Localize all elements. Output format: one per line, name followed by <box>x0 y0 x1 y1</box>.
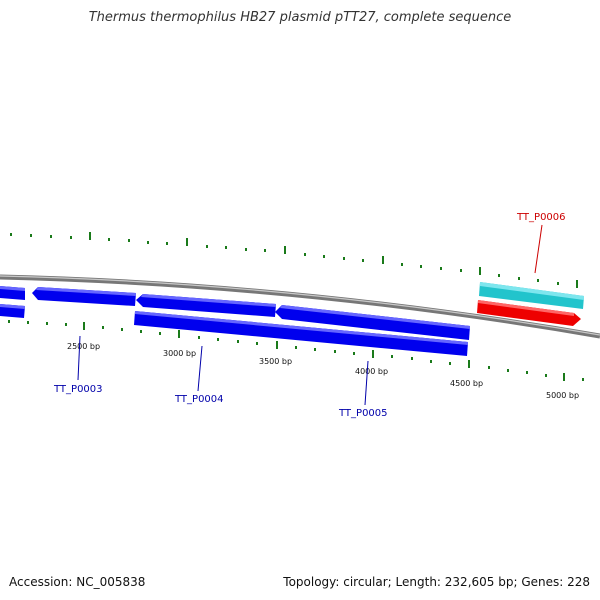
summary-label: Topology: circular; Length: 232,605 bp; … <box>283 575 590 589</box>
accession-label: Accession: NC_005838 <box>9 575 146 589</box>
gene-label-tt-p0003: TT_P0003 <box>53 384 103 395</box>
gene-label-tt-p0006: TT_P0006 <box>516 212 566 223</box>
page-title: Thermus thermophilus HB27 plasmid pTT27,… <box>88 10 512 25</box>
tick-label: 3500 bp <box>259 357 292 366</box>
tick-label: 4500 bp <box>450 379 483 388</box>
plasmid-backbone <box>0 274 600 339</box>
gene-label-tt-p0005: TT_P0005 <box>338 408 388 419</box>
gene-labels: TT_P0003 TT_P0004 TT_P0005 TT_P0006 <box>53 212 566 419</box>
tick-label: 5000 bp <box>546 391 579 400</box>
tick-label: 2500 bp <box>67 342 100 351</box>
gene-arrow <box>275 305 470 340</box>
scale-track <box>8 320 584 381</box>
gene-arrows <box>0 282 584 356</box>
gene-label-leaders <box>77 224 543 406</box>
gene-label-tt-p0004: TT_P0004 <box>174 394 224 405</box>
tick-label: 4000 bp <box>355 367 388 376</box>
gc-track-upper <box>10 232 578 288</box>
tick-label: 3000 bp <box>163 349 196 358</box>
gene-arrow <box>134 311 468 356</box>
scale-labels: 2500 bp 3000 bp 3500 bp 4000 bp 4500 bp … <box>67 342 579 400</box>
gene-arrow <box>477 300 581 326</box>
gene-arrow <box>136 294 276 317</box>
